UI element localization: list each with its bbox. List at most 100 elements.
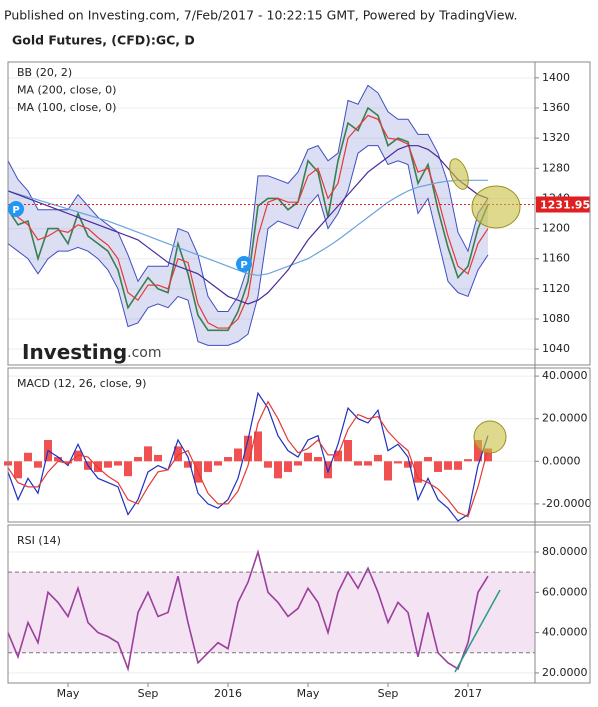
histogram-bar <box>214 461 222 466</box>
legend-entry: MA (100, close, 0) <box>17 101 116 114</box>
highlight <box>449 158 469 190</box>
histogram-bar <box>344 439 352 462</box>
histogram-bar <box>304 452 312 462</box>
series-line <box>7 145 489 305</box>
marker <box>236 256 252 272</box>
histogram-bar <box>134 457 142 462</box>
y-tick-label: 60.0000 <box>542 585 588 598</box>
histogram-bar <box>414 461 422 483</box>
series-line <box>7 400 489 518</box>
histogram-bar <box>114 461 122 466</box>
histogram-bar <box>204 461 212 472</box>
histogram-bar <box>74 450 82 462</box>
histogram-bar <box>254 431 262 462</box>
histogram-bar <box>64 461 72 464</box>
histogram-bar <box>384 461 392 481</box>
price-frame <box>7 61 591 366</box>
histogram-bar <box>104 461 112 468</box>
bollinger-band <box>8 85 488 346</box>
marker-label: P <box>12 205 19 216</box>
series-line <box>7 106 489 332</box>
histogram-bar <box>144 446 152 462</box>
histogram-bar <box>294 461 302 466</box>
histogram-bar <box>464 459 472 462</box>
last-price-box <box>536 196 590 213</box>
histogram-bar <box>434 461 442 472</box>
histogram-bar <box>394 461 402 464</box>
y-tick-label: 0.0000 <box>542 454 581 467</box>
y-tick-label: 1080 <box>542 312 570 325</box>
histogram-bar <box>234 448 242 462</box>
histogram-bar <box>264 461 272 468</box>
y-tick-label: 1120 <box>542 282 570 295</box>
histogram-bar <box>404 461 412 468</box>
series-line <box>7 179 488 276</box>
plots: 1040108011201160120012401280132013601400… <box>4 66 591 700</box>
y-tick-label: 40.0000 <box>542 626 588 639</box>
histogram-bar <box>484 448 492 462</box>
legend-entry: BB (20, 2) <box>17 66 72 79</box>
x-tick-label: 2016 <box>214 687 242 700</box>
trend-line <box>454 589 501 673</box>
published-line: Published on Investing.com, 7/Feb/2017 -… <box>4 8 517 23</box>
histogram-bar <box>124 461 132 477</box>
highlight <box>471 185 521 229</box>
y-tick-label: 1200 <box>542 222 570 235</box>
histogram-bar <box>284 461 292 472</box>
y-tick-label: 20.0000 <box>542 666 588 679</box>
panel-title: RSI (14) <box>17 534 61 547</box>
series-line <box>7 549 489 672</box>
y-tick-label: 80.0000 <box>542 545 588 558</box>
histogram-bar <box>34 461 42 468</box>
histogram-bar <box>24 452 32 462</box>
histogram-bar <box>54 457 62 462</box>
y-tick-label: 40.0000 <box>542 369 588 382</box>
panel-title: MACD (12, 26, close, 9) <box>17 377 146 390</box>
x-tick-label: May <box>297 687 320 700</box>
histogram-bar <box>14 461 22 479</box>
marker-label: P <box>240 260 247 271</box>
logo: Investing.com <box>22 340 162 364</box>
legend-entry: MA (200, close, 0) <box>17 84 116 97</box>
histogram-bar <box>474 439 482 462</box>
histogram-bar <box>94 461 102 472</box>
symbol-title: Gold Futures, (CFD):GC, D <box>12 33 195 48</box>
y-tick-label: 1360 <box>542 101 570 114</box>
histogram-bar <box>444 461 452 470</box>
x-tick-label: 2017 <box>454 687 482 700</box>
y-tick-label: 20.0000 <box>542 412 588 425</box>
histogram-bar <box>184 461 192 468</box>
last-price-label: 1231.95 <box>540 198 590 211</box>
logo-suffix: .com <box>127 345 161 361</box>
y-tick-label: 1280 <box>542 161 570 174</box>
marker <box>8 201 24 217</box>
y-tick-label: -20.0000 <box>542 497 591 510</box>
histogram-bar <box>174 446 182 462</box>
series-line <box>7 114 489 329</box>
y-tick-label: 1040 <box>542 342 570 355</box>
macd-frame <box>7 367 591 523</box>
histogram-bar <box>314 457 322 462</box>
histogram-bar <box>274 461 282 479</box>
series-line <box>7 391 489 522</box>
histogram-bar <box>244 435 252 462</box>
histogram-bar <box>364 461 372 466</box>
x-tick-label: May <box>57 687 80 700</box>
histogram-bar <box>354 461 362 466</box>
rsi-band <box>8 572 535 653</box>
histogram-bar <box>154 454 162 462</box>
histogram-bar <box>224 457 232 462</box>
y-tick-label: 1160 <box>542 252 570 265</box>
bollinger-lower <box>7 145 489 346</box>
x-tick-label: Sep <box>378 687 399 700</box>
y-tick-label: 1320 <box>542 131 570 144</box>
histogram-bar <box>424 457 432 462</box>
y-tick-label: 1400 <box>542 71 570 84</box>
rsi-frame <box>7 524 591 684</box>
x-tick-label: Sep <box>138 687 159 700</box>
histogram-bar <box>374 454 382 462</box>
histogram-bar <box>454 461 462 470</box>
logo-brand: Investing <box>22 340 127 364</box>
highlight <box>473 420 507 454</box>
